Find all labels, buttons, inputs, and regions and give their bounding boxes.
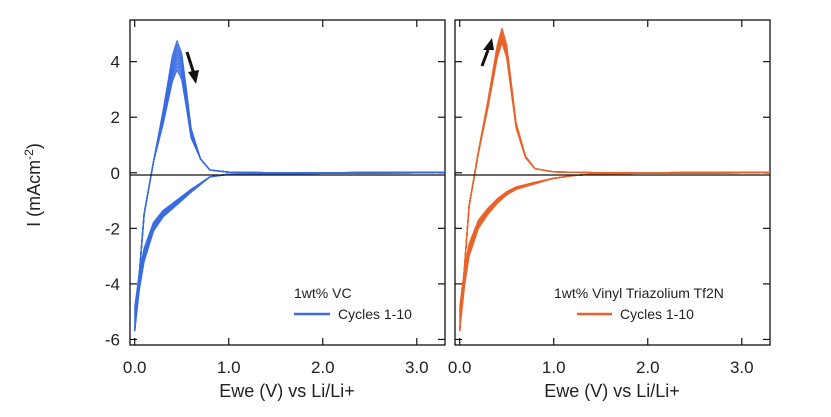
panel-right-ticks: 0.0 1.0 2.0 3.0 — [448, 20, 770, 377]
series-line — [134, 171, 446, 321]
y-tick-label: -4 — [105, 275, 120, 294]
panel-right-curves — [459, 27, 771, 332]
panel-left-curves — [134, 40, 446, 332]
x-tick-label: 0.0 — [448, 358, 472, 377]
x-tick-label: 2.0 — [311, 358, 335, 377]
series-line — [134, 171, 446, 308]
x-tick-label: 3.0 — [405, 358, 429, 377]
x-tick-label: 0.0 — [123, 358, 147, 377]
panel-left-legend-title: 1wt% VC — [294, 285, 352, 301]
panel-left-ticks: 0.0 1.0 2.0 3.0 4 2 0 -2 -4 -6 — [105, 20, 445, 377]
series-line — [134, 171, 446, 316]
y-axis-title: I (mAcm-2) — [22, 143, 44, 227]
series-line — [134, 43, 445, 332]
series-line — [134, 56, 445, 332]
series-line — [134, 171, 446, 318]
series-line — [134, 53, 445, 332]
panel-left-legend: 1wt% VC Cycles 1-10 — [294, 285, 412, 322]
panel-right-frame — [454, 19, 771, 346]
series-line — [134, 171, 446, 324]
y-tick-label: -2 — [105, 219, 120, 238]
panel-right-x-axis-title: Ewe (V) vs Li/Li+ — [544, 381, 680, 401]
series-line — [134, 40, 445, 332]
panel-left-x-axis-title: Ewe (V) vs Li/Li+ — [219, 381, 355, 401]
panel-right-legend: 1wt% Vinyl Triazolium Tf2N Cycles 1-10 — [554, 285, 724, 322]
y-tick-label: 0 — [111, 164, 120, 183]
panel-left: 0.0 1.0 2.0 3.0 4 2 0 -2 -4 -6 1wt% VC Cycles 1-1… — [105, 19, 446, 401]
x-tick-label: 3.0 — [730, 358, 754, 377]
series-line — [459, 171, 771, 332]
panel-left-arrow — [185, 51, 199, 84]
x-tick-label: 2.0 — [636, 358, 660, 377]
panel-right-legend-entry: Cycles 1-10 — [620, 306, 694, 322]
y-tick-label: 4 — [111, 53, 120, 72]
panel-right: 0.0 1.0 2.0 3.0 1wt% Vinyl Triazolium Tf2N … — [448, 19, 771, 401]
y-tick-label: -6 — [105, 330, 120, 349]
series-line — [134, 171, 446, 326]
series-line — [134, 59, 445, 332]
series-line — [134, 171, 446, 313]
panel-left-frame — [129, 19, 446, 346]
panel-right-arrow — [480, 38, 494, 67]
series-line — [134, 46, 445, 332]
series-line — [134, 171, 446, 332]
panel-left-legend-entry: Cycles 1-10 — [338, 306, 412, 322]
x-tick-label: 1.0 — [217, 358, 241, 377]
panel-right-legend-title: 1wt% Vinyl Triazolium Tf2N — [554, 285, 724, 301]
series-line — [134, 49, 445, 332]
y-tick-label: 2 — [111, 108, 120, 127]
x-tick-label: 1.0 — [542, 358, 566, 377]
series-line — [134, 171, 446, 311]
